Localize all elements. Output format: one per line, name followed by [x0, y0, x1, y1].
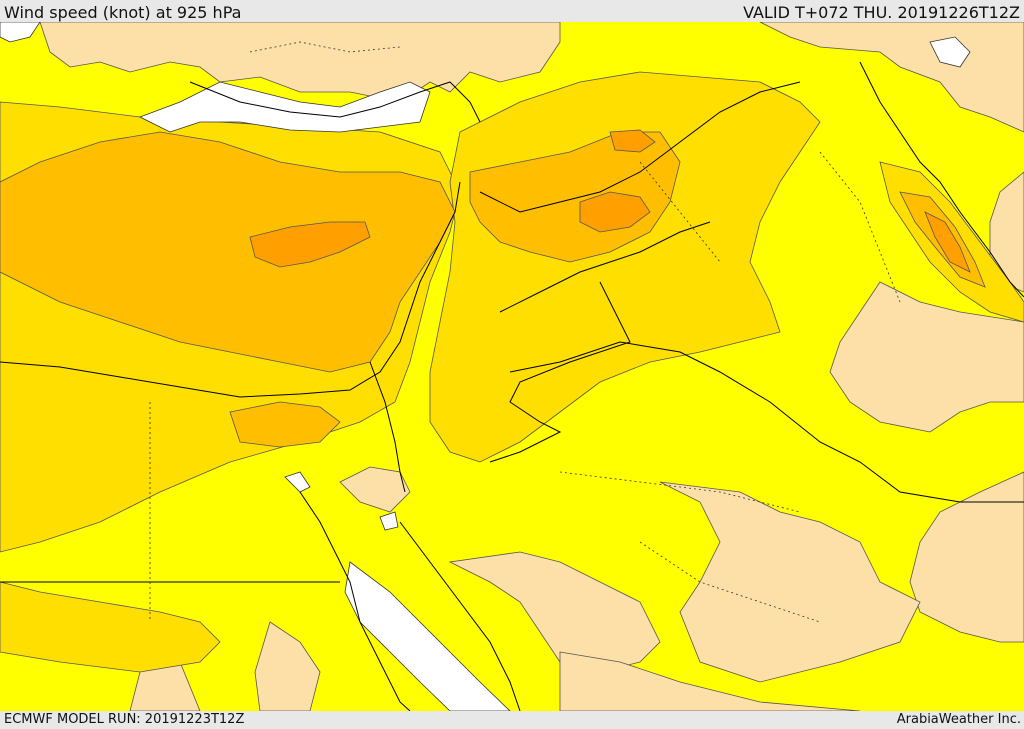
band3-med [0, 131, 456, 373]
low-wind-north-turkey [39, 22, 561, 103]
country-boundaries [0, 61, 1024, 711]
iran-border [859, 61, 1024, 298]
province-saudi-2 [639, 541, 821, 623]
red-sea-north-gap [344, 561, 511, 711]
band-4-regions [249, 129, 971, 273]
province-boundaries [149, 41, 901, 623]
low-wind-red-sea-east [448, 551, 661, 673]
province-saudi-1 [559, 471, 801, 513]
low-wind-bottom-right [559, 651, 861, 711]
band4-gulf-core [924, 211, 971, 273]
missing-data-areas [0, 22, 971, 711]
border-jordan-saudi-east [489, 281, 631, 463]
red-sea-west-coast [299, 491, 411, 711]
suez-gap [284, 471, 311, 493]
province-turkey [249, 41, 401, 53]
black-sea-gap [139, 81, 431, 133]
band4-syria [609, 129, 656, 153]
wind-speed-map [0, 22, 1024, 711]
province-iraq [639, 161, 721, 263]
border-iraq-jordan-saudi [499, 221, 711, 313]
low-wind-east-mid [829, 281, 1024, 433]
border-iraq-syria [479, 81, 801, 213]
model-run-label: ECMWF MODEL RUN: 20191223T12Z [4, 712, 245, 727]
province-iran [819, 151, 901, 303]
top-left-gap [0, 22, 41, 43]
border-saudi-jordan [509, 341, 1024, 503]
low-wind-south-red-sea [254, 621, 321, 711]
low-wind-saudi-south [659, 481, 921, 683]
band4-med-core [249, 221, 371, 268]
low-wind-sinai [339, 466, 411, 513]
band3-egypt-north [229, 401, 341, 448]
band4-iraq-core [579, 191, 651, 233]
caspian-gap [929, 36, 971, 68]
band2-south-egypt [0, 581, 221, 673]
coastline-med-south [0, 181, 461, 398]
footer-bar: ECMWF MODEL RUN: 20191223T12Z ArabiaWeat… [0, 711, 1024, 729]
valid-time: VALID T+072 THU. 20191226T12Z [743, 3, 1020, 22]
coastline-turkey-south [189, 81, 481, 123]
border-sinai [369, 361, 406, 493]
band3-syria-iraq [469, 131, 681, 263]
aqaba-gap [379, 511, 399, 531]
header-bar: Wind speed (knot) at 925 hPa VALID T+072… [0, 0, 1024, 22]
red-sea-east-coast [399, 521, 521, 711]
credit-label: ArabiaWeather Inc. [896, 712, 1021, 727]
map-title: Wind speed (knot) at 925 hPa [4, 3, 242, 22]
